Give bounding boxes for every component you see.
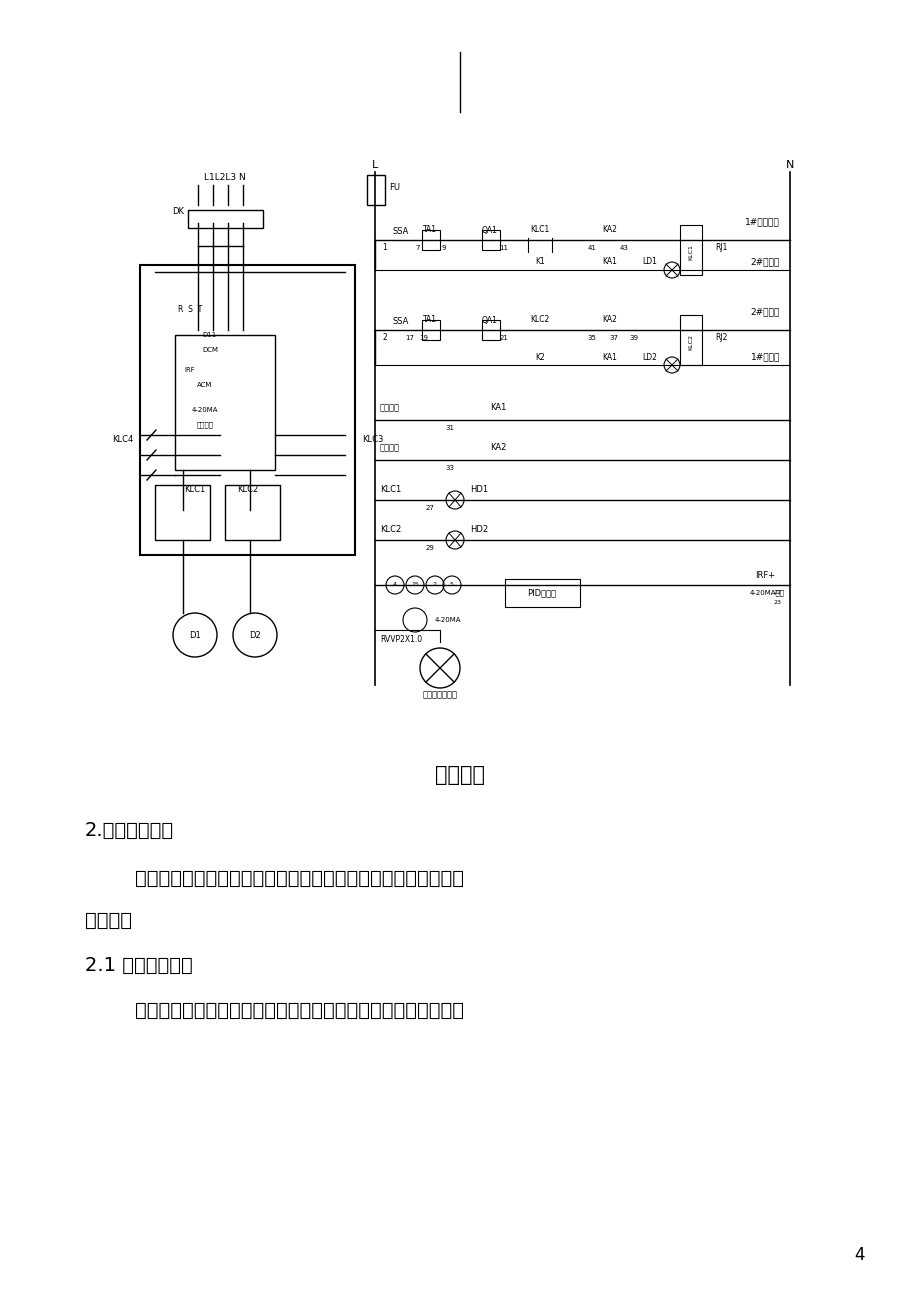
Text: 1: 1 [382, 243, 387, 253]
Text: SSA: SSA [392, 228, 409, 237]
Text: ACM: ACM [197, 381, 212, 388]
Text: 2#井变频: 2#井变频 [750, 307, 779, 316]
Text: 39: 39 [629, 335, 638, 341]
Text: 11: 11 [499, 245, 508, 251]
Bar [140, 266, 355, 555]
Text: SSA: SSA [392, 318, 409, 327]
Bar [679, 315, 701, 365]
Text: QA1: QA1 [482, 225, 497, 234]
Text: D1: D1 [189, 630, 200, 639]
Bar [482, 230, 499, 250]
Text: D11: D11 [203, 332, 217, 339]
Text: KLC2: KLC2 [687, 335, 693, 350]
Text: 15: 15 [411, 582, 418, 587]
Text: 2.1 设置上限频率: 2.1 设置上限频率 [85, 956, 193, 974]
Text: KA2: KA2 [602, 225, 617, 234]
Text: KLC2: KLC2 [237, 486, 258, 495]
Text: 4-20MA: 4-20MA [435, 617, 461, 622]
Text: KA2: KA2 [602, 315, 617, 324]
Text: KA1: KA1 [602, 258, 617, 267]
Text: KA1: KA1 [490, 404, 505, 413]
Text: DK: DK [172, 207, 184, 216]
Bar [175, 335, 275, 470]
Bar [422, 230, 439, 250]
Text: IRF: IRF [185, 367, 195, 372]
Text: 4: 4 [392, 582, 397, 587]
Text: 9: 9 [441, 245, 446, 251]
Text: 21: 21 [499, 335, 508, 341]
Text: 压力上限: 压力上限 [380, 404, 400, 413]
Text: 31: 31 [445, 424, 454, 431]
Bar [187, 210, 263, 228]
Text: KLC1: KLC1 [687, 243, 693, 260]
Text: 4-20MA: 4-20MA [191, 408, 218, 413]
Text: 17: 17 [405, 335, 414, 341]
Text: LD2: LD2 [641, 353, 657, 362]
Text: K1: K1 [535, 258, 544, 267]
Text: 补水压力变送器: 补水压力变送器 [422, 690, 457, 699]
Bar [679, 225, 701, 275]
Text: KA2: KA2 [490, 444, 505, 453]
Text: 22: 22 [773, 591, 781, 595]
Text: 4-20MA给定: 4-20MA给定 [749, 590, 784, 596]
Bar [154, 486, 210, 540]
Text: L: L [371, 160, 378, 171]
Text: 33: 33 [445, 465, 454, 471]
Text: KLC2: KLC2 [380, 526, 401, 535]
Text: 2#井工频: 2#井工频 [750, 258, 779, 267]
Text: 43: 43 [618, 245, 628, 251]
Text: 35: 35 [587, 335, 596, 341]
Text: D2: D2 [249, 630, 261, 639]
Text: 想状态。: 想状态。 [85, 910, 131, 930]
Bar [367, 174, 384, 204]
Text: HD2: HD2 [470, 526, 488, 535]
Text: 7: 7 [415, 245, 420, 251]
Text: TA1: TA1 [423, 315, 437, 324]
Text: 27: 27 [425, 505, 434, 510]
Bar [225, 486, 279, 540]
Text: 2: 2 [433, 582, 437, 587]
Text: KLC1: KLC1 [529, 225, 549, 234]
Text: 由于我们设备安装的年限不同，电动机与变频器常常不配套。如: 由于我们设备安装的年限不同，电动机与变频器常常不配套。如 [85, 1000, 463, 1019]
Text: RVVP2X1.0: RVVP2X1.0 [380, 635, 422, 644]
Text: DCM: DCM [202, 348, 218, 353]
Text: KLC1: KLC1 [184, 486, 206, 495]
Text: 压力下限: 压力下限 [380, 444, 400, 453]
Text: N: N [785, 160, 793, 171]
Text: 23: 23 [773, 600, 781, 605]
Text: 5: 5 [449, 582, 453, 587]
Text: KLC1: KLC1 [380, 486, 401, 495]
Text: R  S  T: R S T [177, 306, 202, 315]
Bar [505, 579, 579, 607]
Bar [482, 320, 499, 340]
Text: 4: 4 [854, 1246, 864, 1264]
Text: LD1: LD1 [641, 258, 657, 267]
Text: 29: 29 [425, 546, 434, 551]
Text: 19: 19 [419, 335, 428, 341]
Text: K2: K2 [535, 353, 544, 362]
Text: IRF+: IRF+ [754, 570, 775, 579]
Text: QA1: QA1 [482, 315, 497, 324]
Text: 频率给定: 频率给定 [197, 422, 213, 428]
Text: KA1: KA1 [602, 353, 617, 362]
Text: 37: 37 [608, 335, 618, 341]
Text: 变频器在应用过程中有效的修改参数，可以使设备工作更接近理: 变频器在应用过程中有效的修改参数，可以使设备工作更接近理 [85, 868, 463, 888]
Text: KLC4: KLC4 [111, 435, 133, 444]
Text: KLC2: KLC2 [529, 315, 549, 324]
Text: RJ2: RJ2 [714, 333, 727, 342]
Text: TA1: TA1 [423, 225, 437, 234]
Text: HD1: HD1 [470, 486, 488, 495]
Text: 2: 2 [382, 333, 387, 342]
Text: 2.变频器的应用: 2.变频器的应用 [85, 820, 174, 840]
Text: 1#井泵变频: 1#井泵变频 [744, 217, 779, 227]
Text: 41: 41 [587, 245, 596, 251]
Text: FU: FU [389, 184, 400, 193]
Text: RJ1: RJ1 [714, 243, 727, 253]
Bar [422, 320, 439, 340]
Text: PID调节器: PID调节器 [527, 589, 556, 598]
Text: 1#井工频: 1#井工频 [750, 353, 779, 362]
Text: KLC3: KLC3 [361, 435, 383, 444]
Text: 图（二）: 图（二） [435, 766, 484, 785]
Text: L1L2L3 N: L1L2L3 N [204, 173, 245, 182]
